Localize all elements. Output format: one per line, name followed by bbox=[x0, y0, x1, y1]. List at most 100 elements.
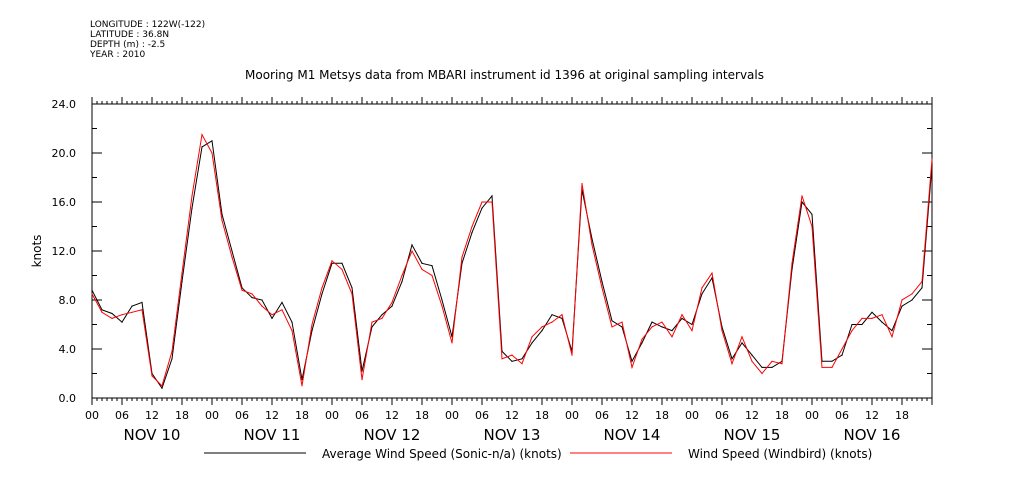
data-point bbox=[571, 354, 573, 356]
y-axis-label: knots bbox=[30, 235, 44, 268]
plot-frame bbox=[91, 103, 933, 399]
data-point bbox=[431, 265, 433, 267]
data-point bbox=[341, 268, 343, 270]
data-point bbox=[311, 330, 313, 332]
data-point bbox=[471, 232, 473, 234]
data-point bbox=[681, 317, 683, 319]
data-point bbox=[431, 274, 433, 277]
x-tick-label: 06 bbox=[715, 409, 729, 422]
x-tick-label: 18 bbox=[175, 409, 189, 422]
data-point bbox=[661, 321, 663, 323]
data-point bbox=[481, 201, 483, 203]
longitude-text: LONGITUDE : 122W(-122) bbox=[90, 20, 206, 30]
x-tick-label: 12 bbox=[625, 409, 639, 422]
data-point bbox=[621, 321, 623, 323]
data-point bbox=[871, 317, 873, 319]
data-point bbox=[621, 326, 623, 328]
x-tick-label: 06 bbox=[115, 409, 129, 422]
data-point bbox=[211, 140, 213, 142]
data-point bbox=[381, 314, 383, 316]
data-point bbox=[401, 281, 403, 283]
data-point bbox=[311, 323, 313, 326]
data-point bbox=[841, 354, 843, 356]
data-point bbox=[201, 134, 203, 136]
data-point bbox=[661, 326, 663, 328]
series-line-average-wind-speed bbox=[91, 139, 933, 390]
data-point bbox=[821, 366, 823, 368]
data-point bbox=[381, 317, 383, 319]
data-point bbox=[491, 195, 493, 197]
x-day-label: NOV 11 bbox=[244, 426, 301, 444]
data-point bbox=[901, 305, 903, 307]
x-tick-label: 12 bbox=[145, 409, 159, 422]
x-tick-label: 00 bbox=[685, 409, 699, 422]
data-point bbox=[611, 320, 613, 322]
data-point bbox=[851, 330, 853, 332]
x-tick-label: 12 bbox=[865, 409, 879, 422]
data-point bbox=[721, 330, 723, 332]
data-point bbox=[701, 293, 703, 295]
data-point bbox=[551, 314, 553, 316]
data-point bbox=[411, 250, 413, 252]
data-point bbox=[911, 293, 913, 295]
data-point bbox=[91, 289, 93, 291]
data-point bbox=[811, 225, 813, 228]
data-point bbox=[921, 287, 923, 289]
data-point bbox=[561, 317, 563, 319]
axis-ticks: 00 06 12 18 00 06 12 18 00 06 12 18 00 06 12 18 00 06 12 18… bbox=[52, 97, 933, 444]
data-point bbox=[181, 281, 183, 283]
x-day-label: NOV 14 bbox=[604, 426, 661, 444]
data-point bbox=[911, 299, 913, 301]
data-point bbox=[891, 330, 893, 332]
data-point bbox=[931, 158, 933, 160]
data-point bbox=[261, 299, 263, 301]
y-tick-label: 12.0 bbox=[52, 245, 77, 258]
x-day-label: NOV 10 bbox=[124, 426, 181, 444]
x-tick-label: 00 bbox=[325, 409, 339, 422]
data-point bbox=[711, 272, 713, 274]
data-point bbox=[401, 274, 403, 277]
data-point bbox=[191, 195, 193, 197]
data-point bbox=[351, 287, 353, 289]
data-point bbox=[261, 305, 263, 307]
x-tick-label: 18 bbox=[295, 409, 309, 422]
data-point bbox=[151, 375, 153, 377]
data-point bbox=[121, 321, 123, 323]
data-point bbox=[361, 379, 363, 381]
data-point bbox=[731, 363, 733, 365]
series-layer bbox=[91, 133, 933, 390]
x-tick-label: 00 bbox=[85, 409, 99, 422]
data-point bbox=[201, 146, 203, 148]
mooring-metadata: LONGITUDE : 122W(-122) LATITUDE : 36.8N … bbox=[90, 20, 205, 60]
data-point bbox=[871, 311, 873, 313]
data-point bbox=[351, 293, 353, 295]
data-point bbox=[861, 323, 863, 326]
year-text: YEAR : 2010 bbox=[90, 50, 146, 60]
data-point bbox=[391, 305, 393, 307]
data-point bbox=[681, 314, 683, 316]
data-point bbox=[541, 326, 543, 328]
data-point bbox=[631, 366, 633, 368]
data-point bbox=[861, 317, 863, 319]
depth-text: DEPTH (m) : -2.5 bbox=[90, 40, 166, 50]
data-point bbox=[511, 360, 513, 362]
data-point bbox=[301, 379, 303, 381]
data-point bbox=[701, 287, 703, 289]
data-point bbox=[881, 321, 883, 323]
data-point bbox=[331, 260, 333, 262]
data-point bbox=[491, 201, 493, 203]
data-point bbox=[561, 314, 563, 316]
data-point bbox=[141, 309, 143, 311]
data-point bbox=[761, 372, 763, 375]
data-point bbox=[271, 317, 273, 319]
data-point bbox=[651, 326, 653, 328]
chart-title: Mooring M1 Metsys data from MBARI instru… bbox=[245, 68, 764, 82]
data-point bbox=[111, 312, 113, 315]
data-point bbox=[281, 301, 283, 303]
series-line-windbird-wind-speed bbox=[91, 133, 933, 387]
data-point bbox=[161, 387, 163, 389]
data-point bbox=[101, 311, 103, 313]
data-point bbox=[221, 219, 223, 221]
data-point bbox=[511, 354, 513, 356]
